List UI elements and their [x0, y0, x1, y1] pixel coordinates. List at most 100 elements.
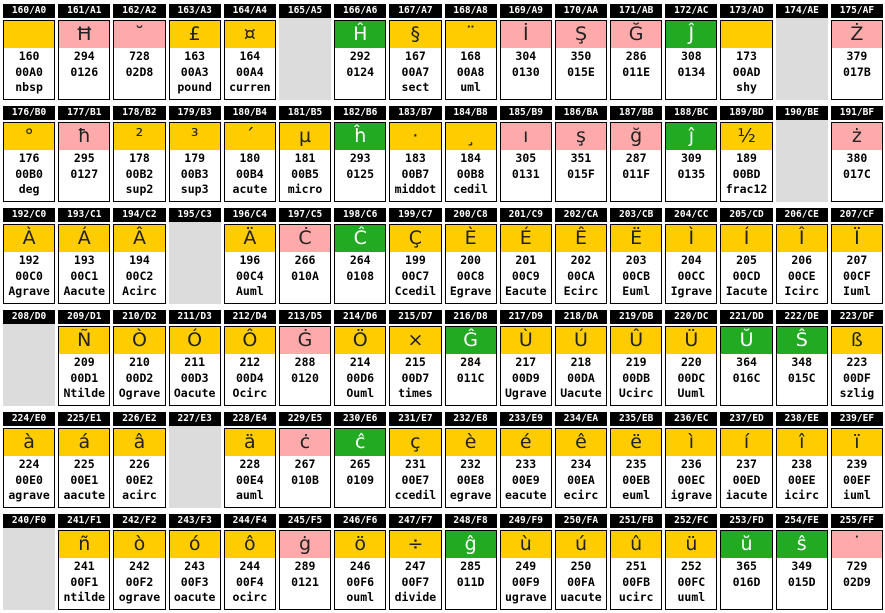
- character-glyph: Ü: [684, 329, 699, 351]
- decimal-code: 217: [515, 355, 537, 369]
- character-glyph: ²: [135, 125, 144, 147]
- entity-name: ccedil: [394, 488, 437, 502]
- unicode-hex-code: 00C7: [401, 268, 430, 283]
- character-box: ß 223 00DF szlig: [830, 326, 883, 406]
- glyph-swatch: °: [4, 123, 55, 150]
- glyph-swatch: ü: [666, 531, 717, 558]
- character-box: ŝ 349 015D: [775, 530, 828, 610]
- cell-code-header: 178/B2: [113, 106, 166, 120]
- glyph-swatch: À: [4, 225, 55, 252]
- cell-code-header: 165/A5: [278, 4, 332, 18]
- code-cell: 204/CC Ì 204 00CC Igrave: [665, 208, 718, 304]
- unicode-hex-code: 00A0: [15, 64, 43, 79]
- character-box: ù 249 00F9 ugrave: [499, 530, 552, 610]
- entity-name: [777, 590, 827, 606]
- glyph-swatch: ħ: [59, 123, 110, 150]
- code-cell: 212/D4 Ô 212 00D4 Ocirc: [223, 310, 276, 406]
- unicode-hex-code: 00A3: [180, 64, 209, 79]
- glyph-swatch: Ŝ: [776, 327, 827, 354]
- unicode-hex-code: 00C1: [70, 268, 99, 283]
- decimal-code: 729: [846, 559, 868, 573]
- decimal-code: 160: [18, 49, 40, 63]
- character-box: µ 181 00B5 micro: [278, 122, 332, 202]
- unicode-hex-code: 010B: [291, 472, 319, 487]
- character-glyph: ç: [410, 431, 421, 453]
- character-box: Ï 207 00CF Iuml: [830, 224, 883, 304]
- entity-name: micro: [287, 182, 323, 196]
- unicode-hex-code: 00EE: [787, 472, 816, 487]
- entity-name: Ntilde: [63, 386, 106, 400]
- character-glyph: Ş: [574, 23, 587, 45]
- glyph-swatch: Ğ: [611, 21, 662, 48]
- entity-name: [280, 590, 330, 606]
- code-cell: 187/BB ğ 287 011F: [610, 106, 663, 202]
- unicode-hex-code: 00E9: [511, 472, 540, 487]
- cell-code-header: 174/AE: [775, 4, 828, 18]
- unicode-hex-code: 00A8: [456, 64, 485, 79]
- entity-name: uacute: [560, 590, 602, 604]
- code-cell: 233/E9 é 233 00E9 eacute: [499, 412, 552, 508]
- cell-code-header: 210/D2: [113, 310, 166, 324]
- cell-code-header: 231/E7: [389, 412, 442, 426]
- decimal-code: 203: [625, 253, 647, 267]
- glyph-swatch: £: [169, 21, 220, 48]
- unicode-hex-code: 015F: [567, 166, 595, 181]
- entity-name: Oacute: [173, 386, 216, 400]
- character-glyph: Ġ: [297, 329, 313, 351]
- unicode-hex-code: 00A7: [401, 64, 430, 79]
- decimal-code: 287: [625, 151, 647, 165]
- entity-name: eacute: [505, 488, 547, 502]
- character-glyph: ó: [188, 533, 201, 555]
- decimal-code: 168: [460, 49, 481, 63]
- character-glyph: ı: [523, 125, 529, 147]
- unicode-hex-code: 00ED: [732, 472, 761, 487]
- glyph-swatch: Ş: [555, 21, 607, 48]
- glyph-swatch: ×: [390, 327, 441, 354]
- decimal-code: 180: [239, 151, 261, 165]
- unicode-hex-code: 00EC: [677, 472, 706, 487]
- cell-code-header: 171/AB: [610, 4, 663, 18]
- code-cell: 160/A0 160 00A0 nbsp: [3, 4, 56, 100]
- entity-name: [335, 488, 385, 504]
- unicode-hex-code: 0120: [291, 370, 319, 385]
- cell-code-header: 191/BF: [830, 106, 883, 120]
- decimal-code: 199: [405, 253, 426, 267]
- cell-code-header: 198/C6: [334, 208, 387, 222]
- character-glyph: ü: [685, 533, 698, 555]
- character-box: ġ 289 0121: [278, 530, 332, 610]
- cell-code-header: 238/EE: [775, 412, 828, 426]
- entity-name: Egrave: [449, 284, 492, 298]
- glyph-swatch: ŭ: [721, 531, 772, 558]
- entity-name: [501, 182, 551, 198]
- character-box: Ĵ 308 0134: [665, 20, 718, 100]
- cell-code-header: 164/A4: [223, 4, 276, 18]
- character-glyph: ż: [851, 125, 862, 147]
- character-glyph: Á: [77, 227, 91, 249]
- character-box: Ó 211 00D3 Oacute: [168, 326, 221, 406]
- character-glyph: µ: [298, 125, 312, 147]
- entity-name: [832, 182, 882, 198]
- cell-code-header: 212/D4: [223, 310, 276, 324]
- glyph-swatch: ú: [555, 531, 607, 558]
- character-box: ğ 287 011F: [610, 122, 663, 202]
- character-box: Ë 203 00CB Euml: [610, 224, 663, 304]
- entity-name: middot: [394, 182, 437, 196]
- decimal-code: 167: [405, 49, 426, 63]
- code-cell: 166/A6 Ĥ 292 0124: [334, 4, 387, 100]
- code-cell: 239/EF ï 239 00EF iuml: [830, 412, 883, 508]
- code-cell: 180/B4 ´ 180 00B4 acute: [223, 106, 276, 202]
- character-glyph: À: [22, 227, 36, 249]
- character-box: î 238 00EE icirc: [775, 428, 828, 508]
- glyph-swatch: Ġ: [279, 327, 331, 354]
- code-cell: 176/B0 ° 176 00B0 deg: [3, 106, 56, 202]
- cell-code-header: 163/A3: [168, 4, 221, 18]
- code-cell: 237/ED í 237 00ED iacute: [720, 412, 773, 508]
- decimal-code: 178: [129, 151, 150, 165]
- character-box: 173 00AD shy: [720, 20, 773, 100]
- cell-code-header: 177/B1: [58, 106, 111, 120]
- entity-name: cedil: [453, 182, 488, 196]
- decimal-code: 214: [349, 355, 371, 369]
- code-cell: 167/A7 § 167 00A7 sect: [389, 4, 442, 100]
- code-cell: 244/F4 ô 244 00F4 ocirc: [223, 514, 276, 610]
- glyph-swatch: Ñ: [59, 327, 110, 354]
